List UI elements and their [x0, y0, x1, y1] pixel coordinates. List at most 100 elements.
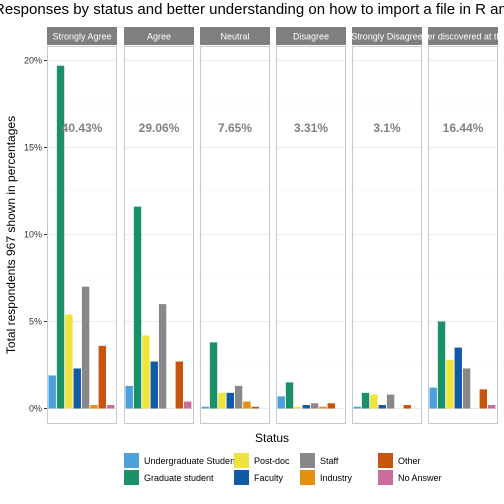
bar-post-doc: [294, 406, 302, 409]
panel-percentage-label: 16.44%: [443, 121, 484, 135]
facet-strip: [352, 27, 422, 45]
legend-item: Undergraduate Student: [124, 453, 238, 468]
bar-other: [98, 345, 106, 409]
chart-title: Responses by status and better understan…: [0, 1, 504, 18]
bar-other: [251, 406, 259, 409]
facet-strip: [47, 27, 117, 45]
facet-strip: [276, 27, 346, 45]
facet-panel-2: Agree 29.06%: [124, 27, 194, 424]
bar-other: [479, 389, 487, 409]
facet-label: Agree: [147, 32, 171, 42]
facet-panel-3: Neutral 7.65%: [200, 27, 270, 424]
x-axis-title: Status: [255, 431, 289, 445]
legend-swatch: [124, 470, 139, 485]
legend-item: Faculty: [234, 470, 284, 485]
facet-strip: [124, 27, 194, 45]
legend-label: Faculty: [254, 473, 284, 483]
panel-percentage-label: 40.43%: [62, 121, 103, 135]
legend-label: Other: [398, 456, 421, 466]
bar-other: [175, 361, 183, 409]
legend-item: Other: [378, 453, 421, 468]
bar-graduate-student: [437, 321, 446, 409]
facet-label: Strongly Disagree: [351, 32, 423, 42]
bar-no-answer: [183, 401, 192, 409]
bar-post-doc: [65, 314, 73, 409]
bar-staff: [386, 394, 395, 409]
facet-panel-6: I've never discovered at this work 16.44%: [397, 27, 504, 424]
facet-panel-4: Disagree 3.31%: [276, 27, 346, 424]
legend-label: Undergraduate Student: [144, 456, 238, 466]
bar-industry: [243, 401, 251, 409]
legend-label: Staff: [320, 456, 339, 466]
legend-label: No Answer: [398, 473, 442, 483]
legend-swatch: [300, 470, 315, 485]
y-tick-label: 5%: [29, 317, 42, 327]
facet-label: I've never discovered at this work: [397, 32, 504, 42]
facet-label: Neutral: [220, 32, 249, 42]
bar-faculty: [226, 392, 234, 409]
facet-strip: [428, 27, 498, 45]
bar-faculty: [73, 368, 81, 409]
panel-percentage-label: 29.06%: [139, 121, 180, 135]
facet-panel-5: Strongly Disagree 3.1%: [351, 27, 423, 424]
bar-undergraduate-student: [429, 387, 437, 409]
bar-undergraduate-student: [48, 375, 56, 409]
legend-item: No Answer: [378, 470, 442, 485]
bar-graduate-student: [361, 392, 370, 409]
legend-swatch: [378, 453, 393, 468]
panel-percentage-label: 7.65%: [218, 121, 252, 135]
bar-industry: [319, 406, 327, 409]
legend-swatch: [234, 453, 249, 468]
bar-other: [327, 403, 335, 409]
y-axis: 0% 5% 10% 15% 20%: [24, 56, 47, 414]
facet-panels: Strongly Agree 40.43% Agree 29.06% Neutral 7.…: [47, 27, 504, 424]
legend-item: Graduate student: [124, 470, 214, 485]
legend: Undergraduate Student Graduate student Pos…: [124, 453, 442, 485]
bar-faculty: [378, 405, 386, 409]
legend-label: Graduate student: [144, 473, 214, 483]
legend-item: Staff: [300, 453, 339, 468]
facet-label: Disagree: [293, 32, 329, 42]
facet-strip: [200, 27, 270, 45]
facet-panel-1: Strongly Agree 40.43%: [47, 27, 117, 424]
bar-post-doc: [142, 335, 150, 409]
bar-faculty: [150, 361, 158, 409]
bar-staff: [158, 304, 167, 409]
legend-swatch: [234, 470, 249, 485]
y-axis-title: Total respondents 967 shown in percentag…: [4, 116, 18, 354]
bar-graduate-student: [133, 206, 142, 409]
bar-graduate-student: [209, 342, 218, 409]
legend-swatch: [378, 470, 393, 485]
bar-staff: [462, 368, 471, 409]
bar-staff: [81, 286, 90, 409]
bar-undergraduate-student: [277, 396, 285, 409]
bar-graduate-student: [285, 382, 294, 409]
y-tick-label: 15%: [24, 143, 42, 153]
bar-faculty: [302, 405, 310, 409]
bar-undergraduate-student: [353, 406, 361, 409]
bar-no-answer: [487, 405, 496, 409]
legend-item: Post-doc: [234, 453, 290, 468]
bar-undergraduate-student: [201, 406, 209, 409]
legend-label: Post-doc: [254, 456, 290, 466]
panel-percentage-label: 3.31%: [294, 121, 328, 135]
panel-percentage-label: 3.1%: [373, 121, 401, 135]
legend-item: Industry: [300, 470, 353, 485]
facet-label: Strongly Agree: [52, 32, 111, 42]
bar-post-doc: [370, 394, 378, 409]
bar-undergraduate-student: [125, 385, 133, 409]
bar-post-doc: [446, 359, 454, 409]
bar-industry: [90, 405, 98, 409]
bar-post-doc: [218, 392, 226, 409]
y-tick-label: 20%: [24, 56, 42, 66]
y-tick-label: 0%: [29, 404, 42, 414]
legend-swatch: [300, 453, 315, 468]
bar-other: [403, 405, 411, 409]
legend-swatch: [124, 453, 139, 468]
legend-label: Industry: [320, 473, 353, 483]
bar-staff: [234, 385, 243, 409]
bar-graduate-student: [56, 65, 65, 409]
bar-staff: [310, 403, 319, 409]
bar-faculty: [454, 347, 462, 409]
